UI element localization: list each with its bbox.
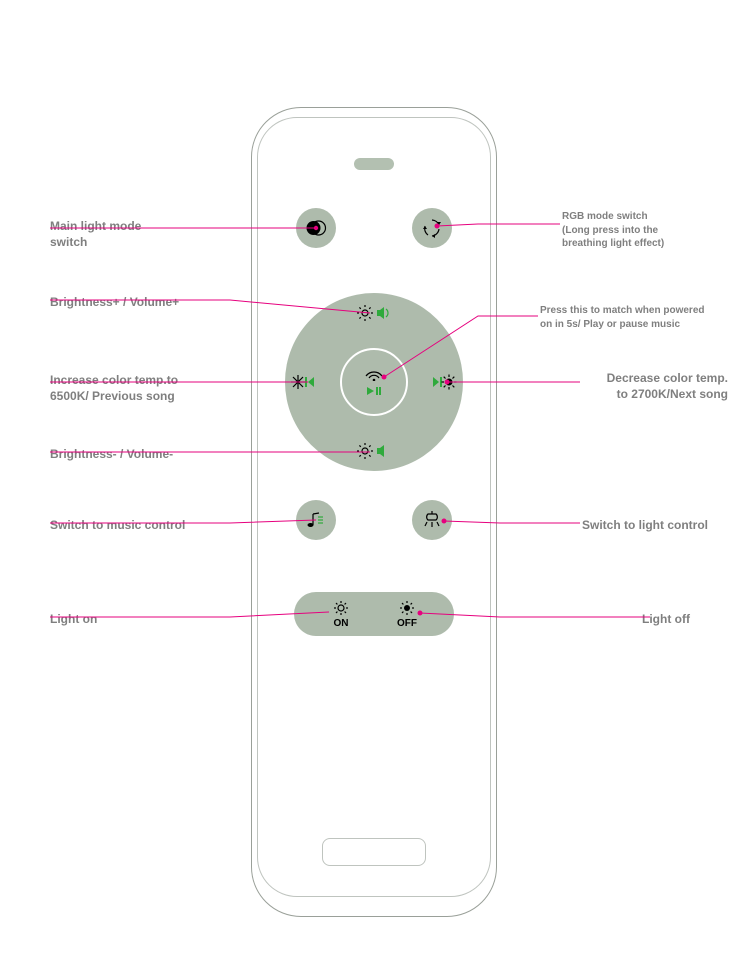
play-pause-icon	[365, 385, 383, 397]
music-note-icon	[304, 508, 328, 532]
wifi-icon	[364, 367, 384, 381]
label-rgb-mode: RGB mode switch(Long press into thebreat…	[562, 210, 732, 251]
label-light-on: Light on	[50, 611, 97, 627]
label-cct-up: Increase color temp.to6500K/ Previous so…	[50, 372, 200, 404]
cct-down-next-icon[interactable]	[428, 372, 458, 392]
label-cct-down: Decrease color temp.to 2700K/Next song	[568, 370, 728, 402]
off-label: OFF	[397, 618, 417, 629]
label-bright-up: Brightness+ / Volume+	[50, 294, 179, 310]
label-bright-down: Brightness- / Volume-	[50, 446, 173, 462]
main-mode-icon	[304, 216, 328, 240]
dpad-center-button[interactable]	[340, 348, 408, 416]
light-off-button[interactable]: OFF	[397, 600, 417, 629]
brightness-up-icon[interactable]	[357, 303, 391, 323]
diagram-stage: ON OFF Main light modeswitch RGB mode sw…	[0, 0, 750, 960]
light-on-icon	[331, 600, 351, 616]
cct-up-prev-icon[interactable]	[290, 372, 320, 392]
label-match-play: Press this to match when poweredon in 5s…	[540, 304, 740, 331]
light-off-icon	[397, 600, 417, 616]
music-control-button[interactable]	[296, 500, 336, 540]
on-label: ON	[334, 618, 349, 629]
lamp-icon	[419, 508, 445, 532]
label-light-off: Light off	[642, 611, 690, 627]
remote-inner	[257, 117, 491, 897]
light-on-button[interactable]: ON	[331, 600, 351, 629]
rgb-mode-button[interactable]	[412, 208, 452, 248]
main-mode-button[interactable]	[296, 208, 336, 248]
light-control-button[interactable]	[412, 500, 452, 540]
label-main-mode: Main light modeswitch	[50, 218, 190, 250]
brightness-down-icon[interactable]	[357, 441, 391, 461]
label-light-ctrl: Switch to light control	[582, 517, 708, 533]
rgb-cycle-icon	[420, 216, 444, 240]
battery-cover-outline	[322, 838, 426, 866]
onoff-bar: ON OFF	[294, 592, 454, 636]
label-music-ctrl: Switch to music control	[50, 517, 185, 533]
ir-window	[354, 158, 394, 170]
